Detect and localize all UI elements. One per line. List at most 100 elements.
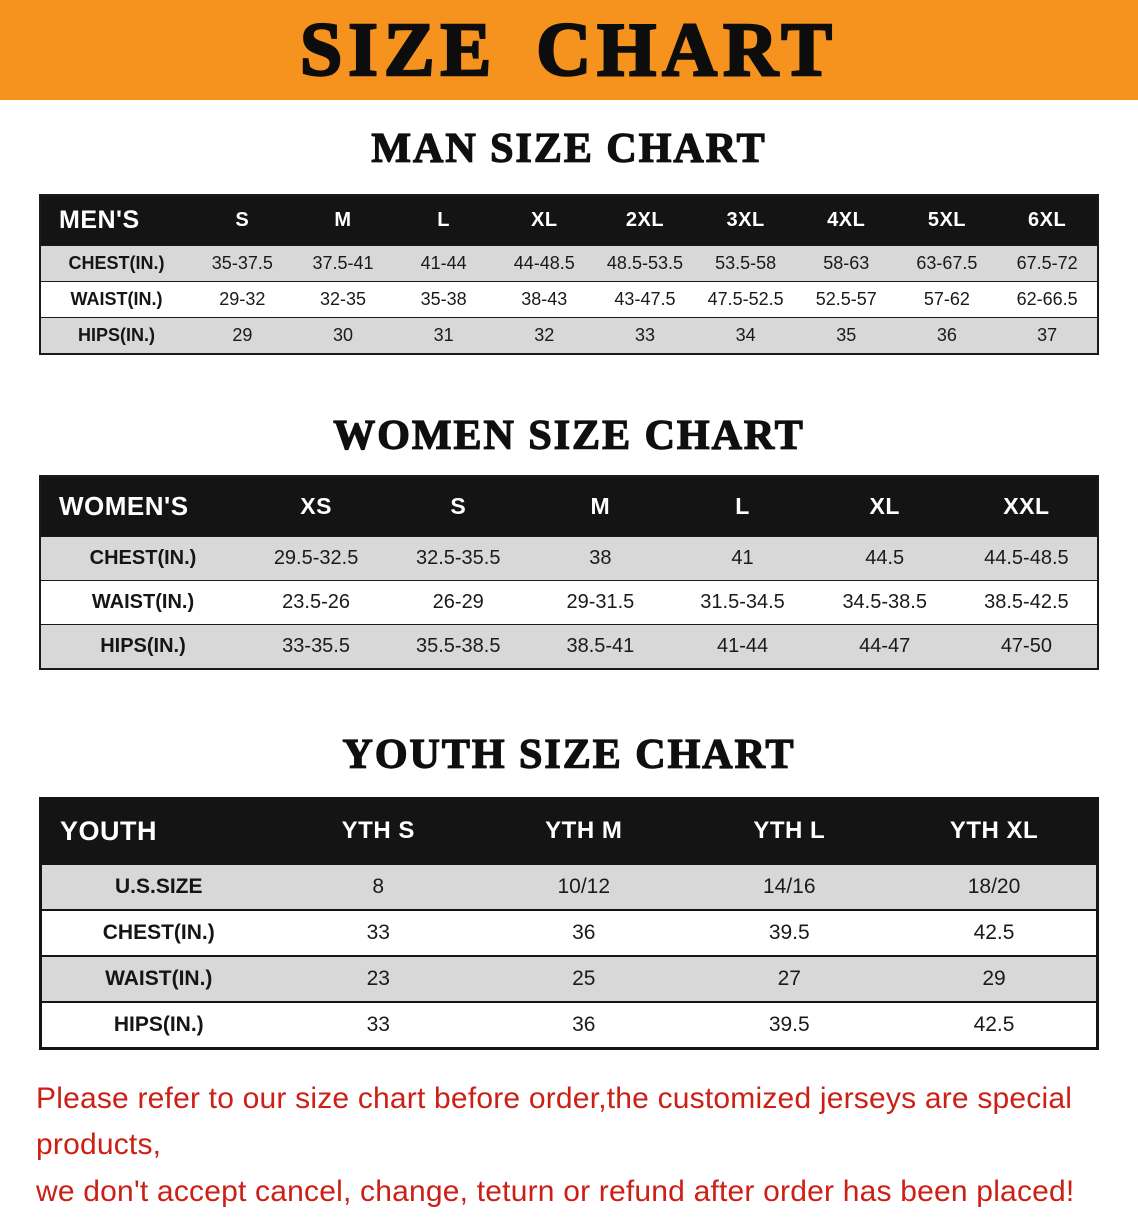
footer-line-1: Please refer to our size chart before or… — [36, 1081, 1073, 1162]
row-label-cell: WAIST(IN.) — [105, 966, 213, 990]
row-label-cell: CHEST(IN.) — [89, 547, 197, 570]
value-cell: 44-48.5 — [513, 253, 575, 274]
page-title: SIZE CHART — [299, 8, 838, 92]
banner: SIZE CHART — [0, 0, 1138, 100]
value-cell: 37.5-41 — [312, 253, 374, 274]
value-cell: 32.5-35.5 — [415, 547, 501, 570]
table-title-cell: MEN'S — [40, 195, 192, 246]
value-cell: 38-43 — [521, 289, 568, 310]
men-size-section: MAN SIZE CHART MEN'S S M L XL 2XL 3XL 4XL 5XL 6XL… — [0, 125, 1138, 356]
value-cell: 41-44 — [716, 635, 769, 658]
value-cell: 36 — [936, 325, 957, 346]
value-cell: 23.5-26 — [282, 591, 350, 614]
table-row: WAIST(IN.) 29-32 32-35 35-38 38-43 43-47.5 47.… — [40, 281, 1098, 318]
value-cell: 47.5-52.5 — [707, 289, 784, 310]
size-header-cell: XL — [493, 195, 595, 246]
value-cell: 36 — [572, 1012, 596, 1036]
size-header-cell: S — [387, 476, 530, 537]
women-size-table: WOMEN'S XS S M L XL XXL CHEST(IN.) 29.5-32.5 32.5… — [39, 475, 1099, 671]
table-row: CHEST(IN.) 35-37.5 37.5-41 41-44 44-48.5 48.5… — [40, 245, 1098, 282]
value-cell: 35-37.5 — [211, 253, 273, 274]
value-cell: 41-44 — [420, 253, 467, 274]
value-cell: 29 — [982, 966, 1006, 990]
value-cell: 58-63 — [823, 253, 870, 274]
value-cell: 35.5-38.5 — [415, 635, 501, 658]
value-cell: 29-32 — [219, 289, 266, 310]
value-cell: 47-50 — [1000, 635, 1052, 658]
table-header-row: MEN'S S M L XL 2XL 3XL 4XL 5XL 6XL — [40, 195, 1098, 246]
value-cell: 35 — [836, 325, 857, 346]
women-section-heading: WOMEN SIZE CHART — [333, 413, 805, 460]
size-header-cell: YTH M — [481, 798, 687, 864]
size-header-cell: L — [671, 476, 814, 537]
value-cell: 44.5 — [865, 547, 905, 570]
value-cell: 26-29 — [432, 591, 484, 614]
size-header-cell: YTH XL — [892, 798, 1098, 864]
size-header-cell: 5XL — [896, 195, 998, 246]
value-cell: 27 — [777, 966, 801, 990]
value-cell: 39.5 — [768, 920, 810, 944]
row-label-cell: HIPS(IN.) — [100, 635, 186, 658]
value-cell: 23 — [366, 966, 390, 990]
value-cell: 57-62 — [923, 289, 970, 310]
value-cell: 34 — [735, 325, 756, 346]
value-cell: 63-67.5 — [916, 253, 978, 274]
size-header-cell: YTH S — [275, 798, 481, 864]
value-cell: 34.5-38.5 — [842, 591, 927, 614]
youth-size-table: YOUTH YTH S YTH M YTH L YTH XL U.S.SIZE 8 10/12… — [39, 796, 1099, 1050]
size-header-cell: XL — [813, 476, 956, 537]
size-header-cell: 6XL — [997, 195, 1098, 246]
size-header-cell: M — [529, 476, 672, 537]
table-title-cell: YOUTH — [40, 798, 276, 864]
value-cell: 44.5-48.5 — [984, 547, 1069, 570]
row-label-cell: WAIST(IN.) — [91, 591, 195, 614]
table-row: HIPS(IN.) 33-35.5 35.5-38.5 38.5-41 41-44 44-… — [40, 624, 1098, 670]
value-cell: 29.5-32.5 — [273, 547, 359, 570]
size-header-cell: XXL — [955, 476, 1098, 537]
table-row: HIPS(IN.) 33 36 39.5 42.5 — [40, 1001, 1098, 1049]
table-row: WAIST(IN.) 23.5-26 26-29 29-31.5 31.5-34.5 34… — [40, 580, 1098, 625]
value-cell: 31 — [433, 325, 454, 346]
youth-size-section: YOUTH SIZE CHART YOUTH YTH S YTH M YTH L YTH… — [0, 732, 1138, 1050]
size-header-cell: 4XL — [795, 195, 897, 246]
men-section-heading: MAN SIZE CHART — [371, 125, 767, 172]
size-header-cell: XS — [245, 476, 388, 537]
size-header-cell: 2XL — [594, 195, 696, 246]
value-cell: 29 — [232, 325, 253, 346]
value-cell: 8 — [372, 874, 385, 898]
value-cell: 37 — [1037, 325, 1058, 346]
row-label-cell: U.S.SIZE — [114, 874, 203, 898]
value-cell: 30 — [332, 325, 353, 346]
value-cell: 10/12 — [557, 874, 611, 898]
value-cell: 25 — [572, 966, 596, 990]
value-cell: 38 — [589, 547, 612, 570]
value-cell: 33-35.5 — [282, 635, 350, 658]
table-row: U.S.SIZE 8 10/12 14/16 18/20 — [40, 863, 1098, 910]
table-title-cell: WOMEN'S — [40, 476, 245, 537]
value-cell: 43-47.5 — [614, 289, 676, 310]
value-cell: 38.5-42.5 — [984, 591, 1069, 614]
table-header-row: WOMEN'S XS S M L XL XXL — [40, 476, 1098, 537]
youth-section-heading: YOUTH SIZE CHART — [342, 732, 796, 779]
value-cell: 62-66.5 — [1016, 289, 1078, 310]
value-cell: 52.5-57 — [815, 289, 877, 310]
size-header-cell: L — [393, 195, 494, 246]
size-header-cell: 3XL — [695, 195, 796, 246]
row-label-cell: HIPS(IN.) — [113, 1012, 204, 1036]
value-cell: 33 — [366, 920, 390, 944]
women-size-section: WOMEN SIZE CHART WOMEN'S XS S M L XL XXL CHEST(… — [0, 413, 1138, 671]
value-cell: 18/20 — [967, 874, 1021, 898]
table-row: CHEST(IN.) 33 36 39.5 42.5 — [40, 909, 1098, 956]
size-header-cell: M — [292, 195, 394, 246]
table-row: CHEST(IN.) 29.5-32.5 32.5-35.5 38 41 44.5 44.5… — [40, 536, 1098, 581]
value-cell: 29-31.5 — [566, 591, 635, 614]
men-size-table: MEN'S S M L XL 2XL 3XL 4XL 5XL 6XL CHEST(IN.) 35-37… — [39, 194, 1099, 356]
footer-line-2: we don't accept cancel, change, teturn o… — [36, 1174, 1075, 1208]
footer-note: Please refer to our size chart before or… — [36, 1076, 1102, 1216]
value-cell: 42.5 — [973, 1012, 1015, 1036]
value-cell: 32-35 — [319, 289, 366, 310]
table-row: WAIST(IN.) 23 25 27 29 — [40, 955, 1098, 1002]
value-cell: 41 — [731, 547, 754, 570]
value-cell: 42.5 — [973, 920, 1015, 944]
